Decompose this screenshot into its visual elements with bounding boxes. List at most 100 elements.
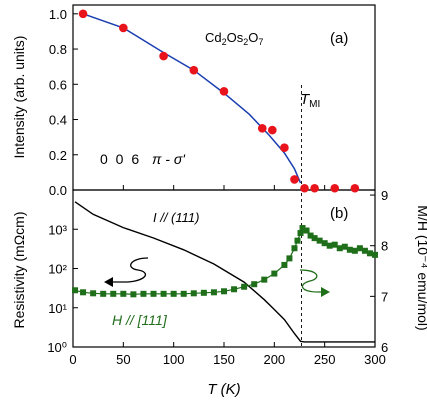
left-y-tick-label: 10⁰ (47, 340, 67, 355)
magnetization-point (351, 247, 358, 254)
intensity-point (119, 23, 128, 33)
y-tick-label: 1.0 (49, 7, 67, 22)
left-axis-arrow-icon (110, 257, 149, 283)
x-tick-label: 200 (263, 352, 285, 367)
x-tick-label: 0 (69, 352, 76, 367)
panel-a-data-points (78, 9, 360, 193)
x-tick-label: 100 (163, 352, 185, 367)
x-axis-label: T (K) (207, 381, 240, 398)
panel-b-resistivity-curve (74, 201, 375, 343)
x-tick-label: 50 (116, 352, 130, 367)
magnetization-point (303, 227, 310, 234)
magnetization-point (297, 230, 304, 237)
magnetization-point (366, 250, 373, 257)
magnetization-point (190, 290, 197, 297)
panel-b-left-y-axis-label: Resistivity (mΩcm) (11, 211, 27, 328)
x-tick-label: 150 (213, 352, 235, 367)
left-arrow-head-icon (104, 277, 113, 287)
intensity-point (330, 183, 340, 193)
magnetization-point (170, 290, 177, 297)
intensity-point (189, 65, 199, 75)
magnetization-point (180, 290, 187, 297)
magnetization-point (130, 291, 137, 298)
reflection-label: 0 0 6 (100, 151, 141, 167)
magnetization-point (331, 241, 338, 248)
magnetization-line (74, 227, 376, 295)
intensity-point (268, 125, 277, 135)
intensity-point (257, 124, 267, 133)
intensity-point (290, 175, 299, 184)
magnetization-point (251, 281, 258, 288)
left-y-tick-label: 10¹ (48, 301, 67, 316)
magnetization-point (120, 290, 127, 297)
magnetization-point (321, 240, 328, 247)
intensity-point (350, 183, 360, 193)
panel-b-ticks: 0 50 100 150 200 250 300 10⁰ 10¹ 10² 10³ 6 7 8 9 (47, 188, 388, 367)
magnetization-point (100, 290, 107, 297)
magnetization-point (286, 255, 293, 262)
left-y-tick-label: 10³ (48, 222, 67, 237)
magnetization-field-label: H // [111] (112, 312, 168, 328)
magnetization-point (231, 286, 238, 293)
magnetization-point (281, 261, 288, 268)
panel-b-label: (b) (330, 205, 348, 222)
magnetization-point (356, 245, 363, 252)
magnetization-point (261, 276, 268, 283)
magnetization-point (299, 224, 306, 231)
polarization-label: π - σ' (152, 151, 186, 167)
magnetization-point (241, 283, 248, 290)
magnetization-point (361, 247, 368, 254)
intensity-point (280, 143, 289, 153)
magnetization-point (291, 245, 298, 252)
panel-b-right-y-axis-label: M/H (10⁻⁴ emu/mol) (415, 205, 427, 330)
magnetization-point (316, 237, 323, 244)
left-y-tick-label: 10² (48, 262, 67, 277)
right-y-tick-label: 6 (381, 340, 388, 355)
intensity-point (219, 87, 229, 96)
magnetization-point (72, 287, 79, 294)
right-axis-arrow-icon (299, 269, 322, 293)
x-tick-label: 250 (314, 352, 336, 367)
magnetization-point (160, 290, 167, 297)
y-tick-label: 0.2 (49, 148, 67, 163)
resistivity-current-label: I // (111) (153, 210, 199, 225)
compound-label: Cd2Os2O7 (205, 30, 263, 47)
fit-curve-line (82, 13, 302, 184)
magnetization-point (336, 245, 343, 252)
panel-a-y-ticks: 0.0 0.2 0.4 0.6 0.8 1.0 (49, 7, 376, 198)
magnetization-point (372, 251, 378, 258)
panel-a-y-axis-label: Intensity (arb. units) (11, 36, 27, 159)
intensity-point (310, 183, 319, 193)
magnetization-point (80, 289, 87, 296)
panel-a-fit-curve (82, 13, 302, 184)
y-tick-label: 0.8 (49, 42, 67, 57)
magnetization-point (271, 270, 278, 277)
magnetization-point (341, 243, 348, 250)
panel-a-label: (a) (330, 30, 348, 47)
magnetization-point (294, 237, 301, 244)
magnetization-point (90, 290, 97, 297)
right-y-tick-label: 8 (381, 239, 388, 254)
y-tick-label: 0.4 (49, 113, 67, 128)
intensity-point (78, 9, 88, 19)
right-y-tick-label: 7 (381, 289, 388, 304)
magnetization-point (346, 246, 353, 253)
magnetization-point (307, 232, 314, 239)
panel-b-magnetization-points (72, 224, 378, 298)
right-y-tick-label: 9 (381, 188, 388, 203)
magnetization-point (326, 242, 333, 249)
magnetization-point (210, 289, 217, 296)
magnetization-point (140, 290, 147, 297)
magnetization-point (110, 290, 117, 297)
magnetization-point (200, 289, 207, 296)
magnetization-point (311, 235, 318, 242)
y-tick-label: 0.6 (49, 77, 67, 92)
intensity-point (159, 51, 168, 61)
magnetization-point (150, 290, 157, 297)
intensity-point (300, 183, 309, 193)
tmi-label: TMI (300, 91, 320, 110)
right-arrow-head-icon (321, 287, 330, 297)
x-tick-label: 300 (364, 352, 386, 367)
resistivity-line (74, 201, 375, 343)
